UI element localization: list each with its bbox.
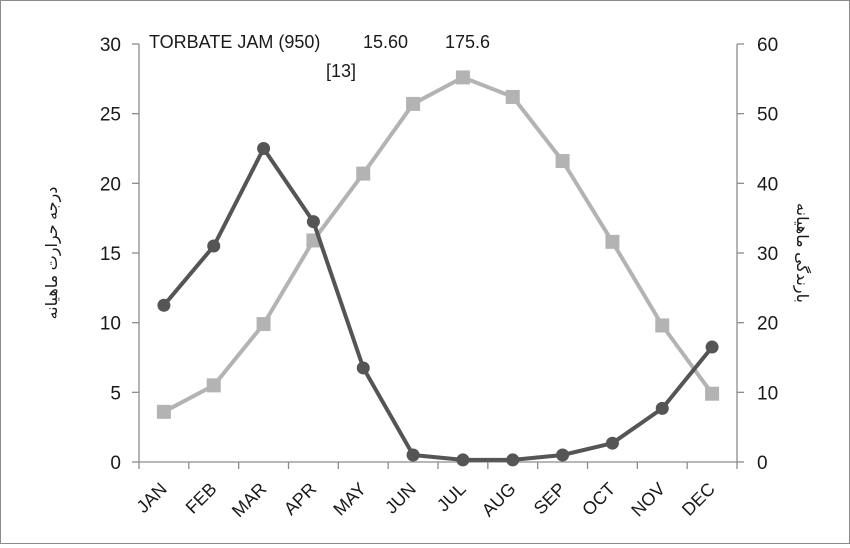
x-tick-label: MAY — [329, 479, 370, 520]
data-point-square — [555, 154, 570, 169]
series-square — [156, 70, 720, 419]
x-tick-label: APR — [280, 479, 320, 519]
y-left-tick-label: 30 — [100, 35, 121, 56]
y-axis-title-right: بارندگی ماهیانه — [792, 203, 812, 303]
series-layer — [156, 70, 720, 467]
x-tick-label: AUG — [478, 479, 520, 521]
data-point-square — [505, 89, 520, 104]
data-point-square — [655, 318, 670, 333]
data-point-square — [605, 234, 620, 249]
data-point-square — [156, 404, 171, 419]
series-line-square — [162, 75, 714, 414]
data-point-square — [406, 96, 421, 111]
data-point-circle — [705, 340, 719, 354]
title-ref: [13] — [326, 61, 356, 81]
data-point-circle — [456, 453, 470, 467]
x-tick-label: MAR — [228, 479, 270, 521]
data-point-circle — [356, 361, 370, 375]
data-point-circle — [605, 436, 619, 450]
data-point-square — [705, 386, 720, 401]
series-circle — [157, 142, 719, 467]
data-point-circle — [306, 215, 320, 229]
y-left-tick-label: 5 — [110, 383, 121, 404]
x-tick-label: DEC — [678, 479, 719, 520]
series-line-circle — [162, 146, 714, 462]
y-right-tick-label: 10 — [757, 383, 778, 404]
title-station: TORBATE JAM (950) — [149, 32, 320, 52]
x-tick-label: OCT — [578, 479, 619, 520]
y-axis-title-left: درجه حرارت ماهیانه — [44, 187, 62, 320]
data-point-circle — [157, 298, 171, 312]
x-tick-label: JUN — [381, 479, 420, 518]
data-point-circle — [406, 448, 420, 462]
x-tick-label: NOV — [627, 479, 669, 521]
y-right-tick-label: 0 — [757, 453, 768, 474]
y-left-tick-label: 15 — [100, 244, 121, 265]
title-mean-temp: 15.60 — [363, 32, 408, 52]
y-right-tick-label: 30 — [757, 244, 778, 265]
data-point-circle — [556, 448, 570, 462]
y-left-tick-label: 0 — [110, 453, 121, 474]
y-right-tick-label: 60 — [757, 35, 778, 56]
y-left-tick-label: 10 — [100, 314, 121, 335]
data-point-square — [455, 70, 470, 85]
data-point-circle — [655, 401, 669, 415]
y-right-tick-label: 40 — [757, 174, 778, 195]
y-left-tick-label: 25 — [100, 105, 121, 126]
x-tick-label: FEB — [182, 479, 221, 518]
data-point-square — [256, 317, 271, 332]
data-point-square — [206, 378, 221, 393]
y-right-tick-label: 20 — [757, 314, 778, 335]
data-point-circle — [207, 239, 221, 253]
chart-title: TORBATE JAM (950) 15.60 175.6 [13] — [149, 32, 490, 81]
data-point-circle — [506, 453, 520, 467]
y-right-tick-label: 50 — [757, 105, 778, 126]
title-annual-precip: 175.6 — [445, 32, 490, 52]
axes: 0 5 10 15 20 25 30 0 10 20 30 40 50 60 JAN FEB MAR APR MAY… — [100, 35, 778, 521]
x-tick-label: JAN — [133, 479, 171, 517]
x-tick-label: JUL — [433, 479, 470, 516]
data-point-square — [356, 166, 371, 181]
y-left-tick-label: 20 — [100, 174, 121, 195]
x-tick-label: SEP — [530, 479, 570, 519]
data-point-circle — [257, 142, 271, 155]
